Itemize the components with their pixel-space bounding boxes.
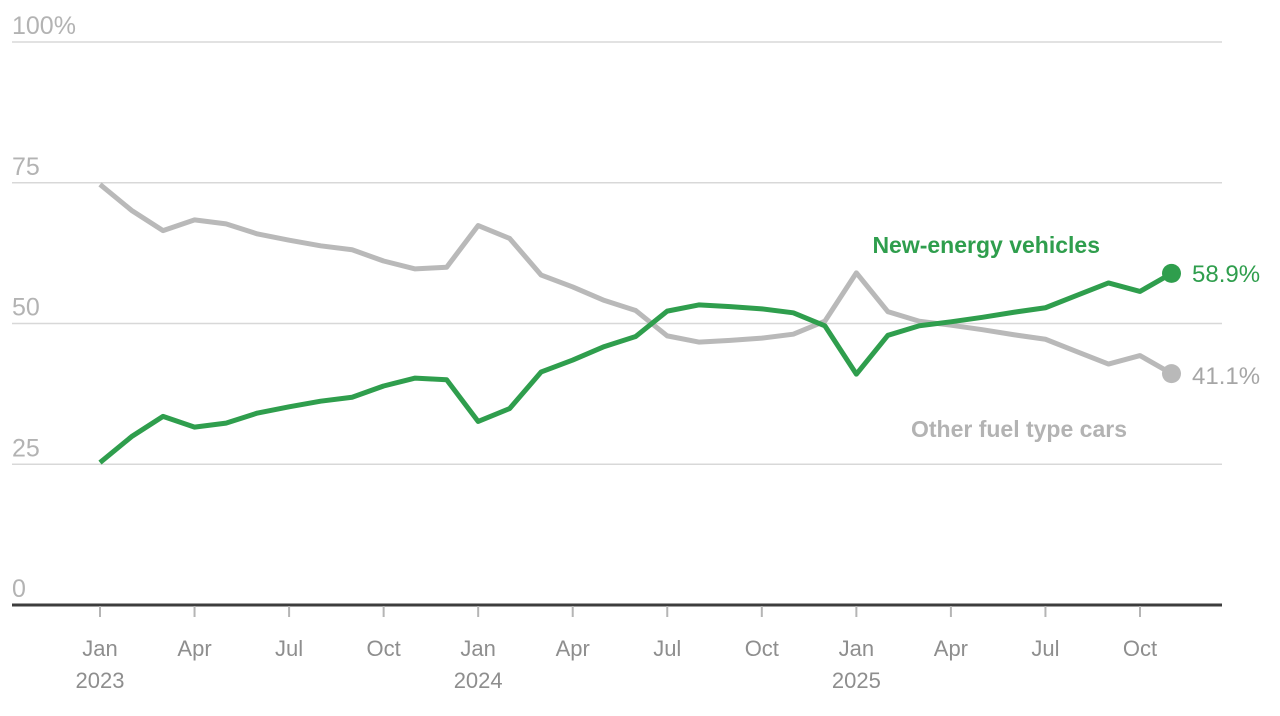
x-tick-label: Apr: [556, 636, 590, 661]
x-tick-label: Jul: [275, 636, 303, 661]
nev-series-label: New-energy vehicles: [872, 232, 1100, 258]
y-tick-label-25: 25: [12, 434, 40, 462]
y-gridlines: 0 25 50 75 100%: [12, 12, 1222, 607]
x-tick-label: Oct: [745, 636, 779, 661]
x-tick-label: Jul: [1031, 636, 1059, 661]
y-tick-label-50: 50: [12, 294, 40, 322]
other-end-value-label: 41.1%: [1192, 363, 1260, 390]
other-fuel-line: [98, 182, 1173, 376]
x-tick-label: Apr: [934, 636, 968, 661]
y-tick-label-75: 75: [12, 153, 40, 181]
x-tick-label: Oct: [367, 636, 401, 661]
x-tick-label: Apr: [177, 636, 211, 661]
x-tick-year: 2025: [832, 668, 881, 693]
x-tick-label: Jan: [839, 636, 874, 661]
y-tick-label-100: 100%: [12, 12, 76, 40]
y-tick-label-0: 0: [12, 575, 26, 603]
nev-line: [98, 271, 1173, 465]
other-end-dot: [1162, 364, 1181, 384]
x-tick-label: Jul: [653, 636, 681, 661]
other-series-label: Other fuel type cars: [911, 416, 1127, 442]
nev-end-dot: [1162, 263, 1181, 283]
x-tick-year: 2023: [76, 668, 125, 693]
nev-end-value-label: 58.9%: [1192, 261, 1260, 288]
x-tick-label: Jan: [82, 636, 117, 661]
x-axis: Jan 2023 Apr Jul Oct Jan 2024 Apr Jul Oct Jan 2025 A…: [76, 606, 1157, 693]
x-tick-year: 2024: [454, 668, 503, 693]
x-tick-label: Jan: [460, 636, 495, 661]
x-tick-label: Oct: [1123, 636, 1157, 661]
